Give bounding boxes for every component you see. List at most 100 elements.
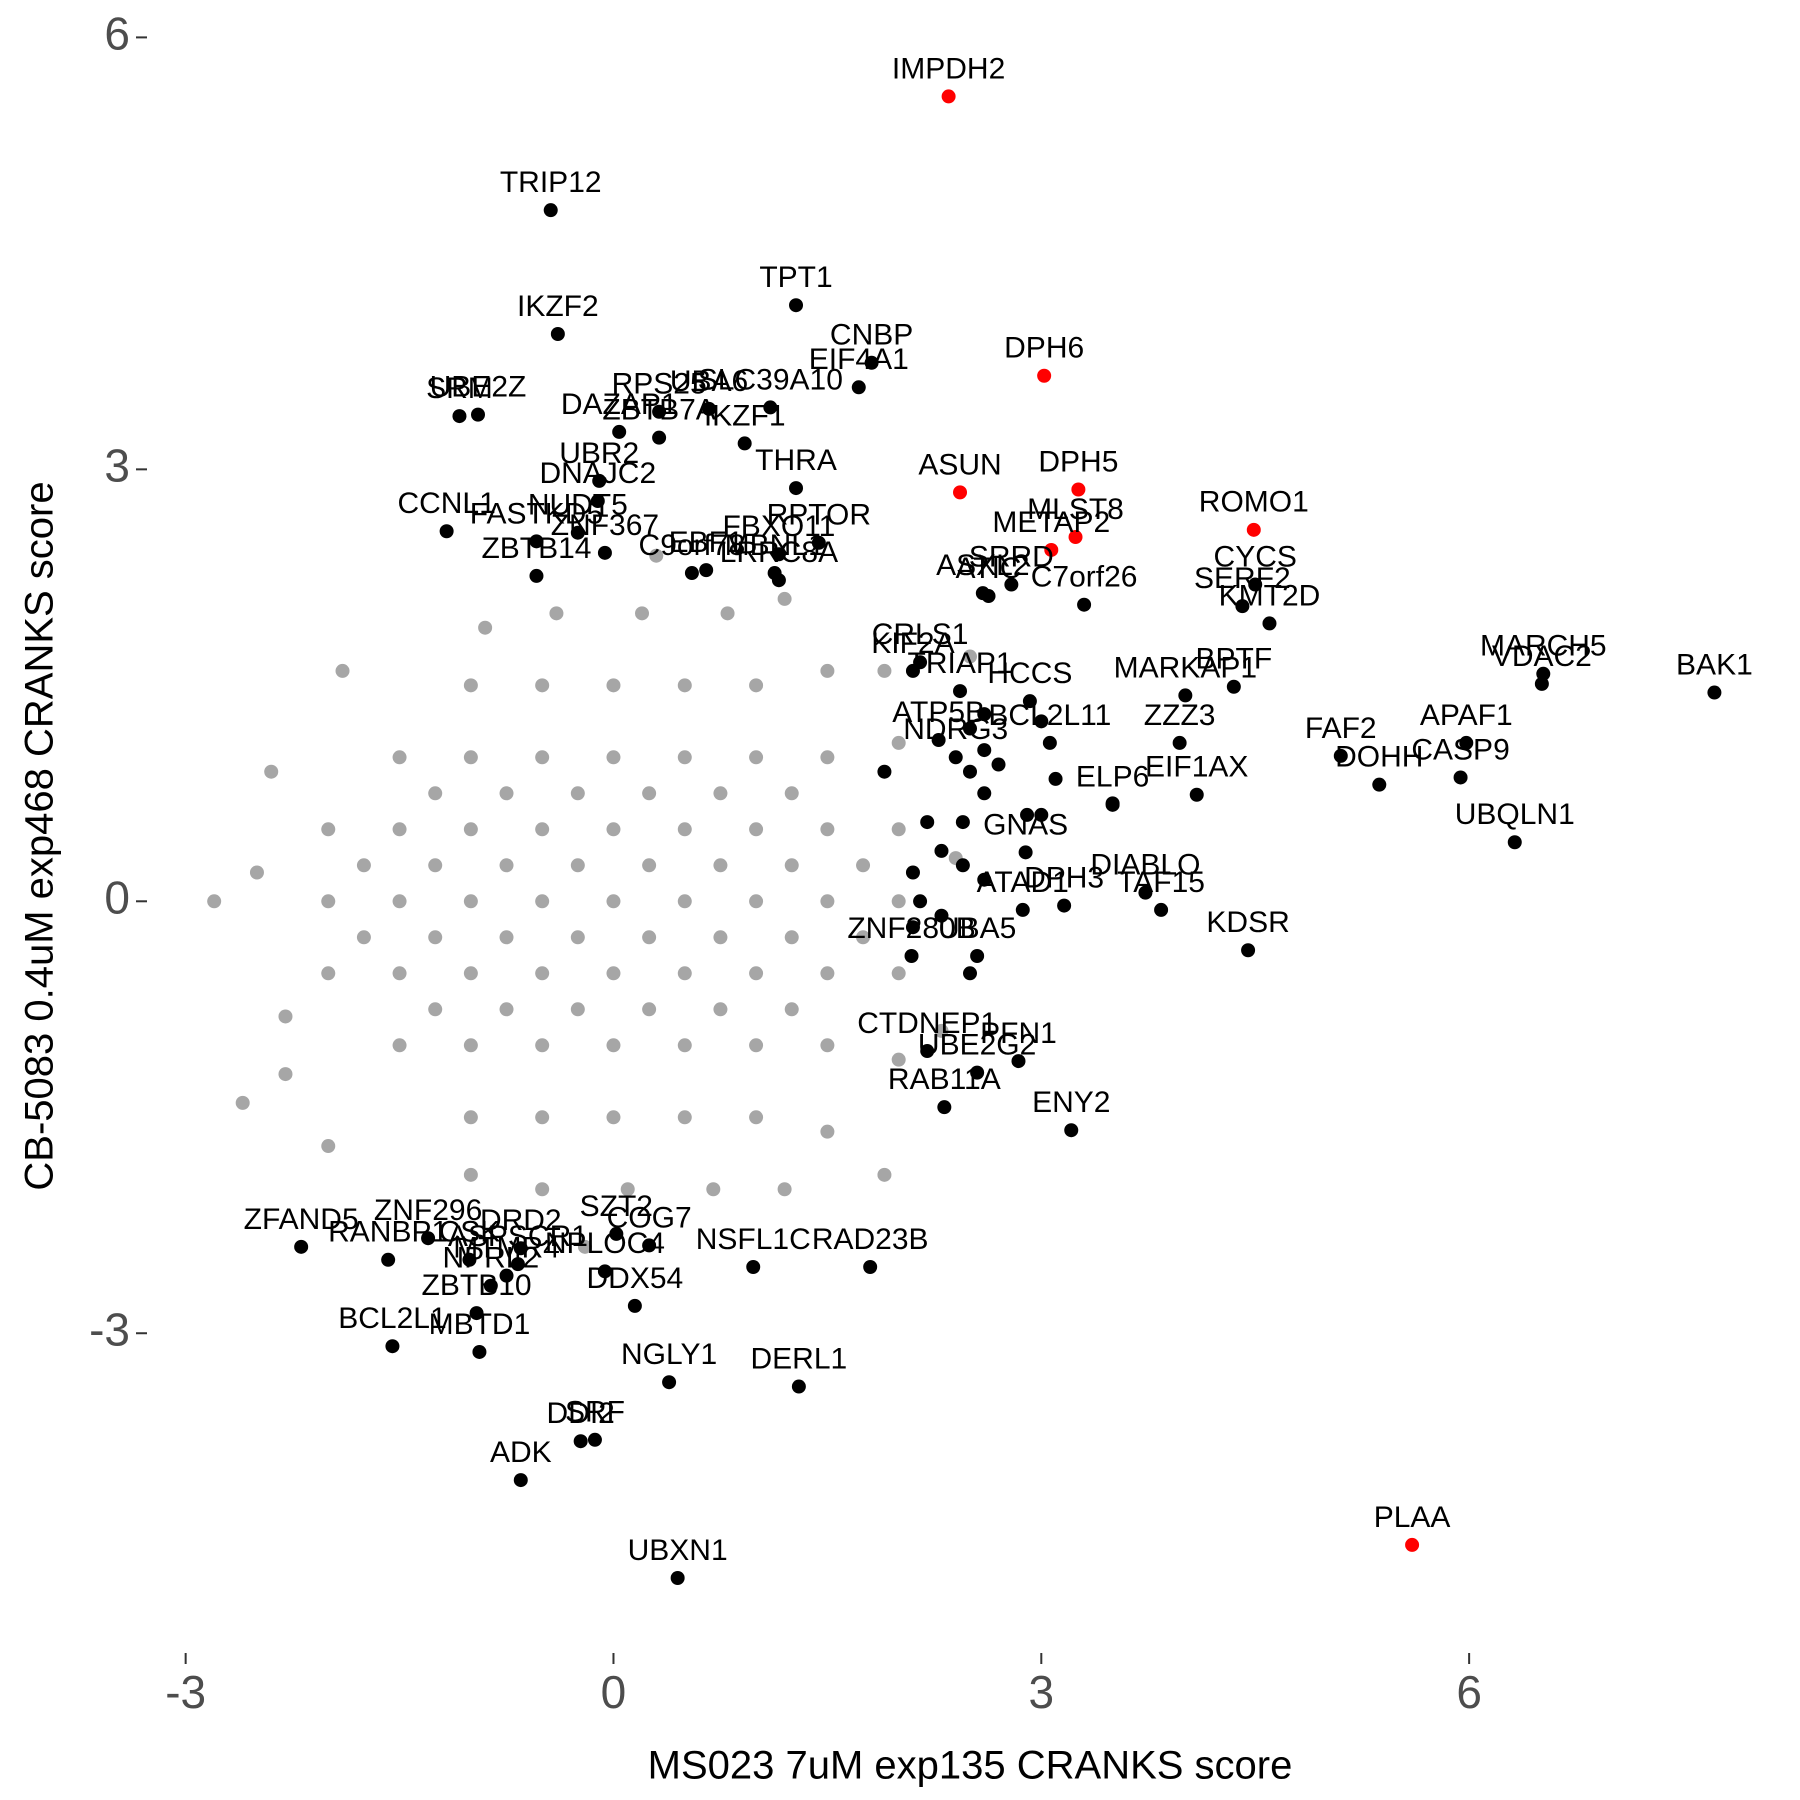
y-tick-label: 3: [104, 440, 130, 492]
point-label: RAD23B: [812, 1223, 929, 1256]
point-label: APAF1: [1420, 699, 1513, 732]
point-label: TRIP12: [500, 166, 602, 199]
point: [652, 430, 667, 445]
point-label: TPT1: [759, 261, 832, 294]
point: [931, 733, 946, 748]
point-label: DOHH: [1335, 741, 1423, 774]
x-tick-label: 6: [1456, 1666, 1482, 1718]
point: [529, 534, 544, 549]
point: [784, 1002, 799, 1017]
point: [820, 894, 835, 909]
point-label: FBXO11: [722, 510, 835, 543]
point-label: CNBP: [830, 319, 913, 352]
point-label: MARKAP1: [1114, 651, 1257, 684]
point: [294, 1239, 309, 1254]
point: [746, 1260, 761, 1275]
point-label: EIF1AX: [1145, 751, 1248, 784]
point: [463, 678, 478, 693]
point-label: DERL1: [751, 1342, 848, 1375]
point-label: RANBP1: [328, 1216, 448, 1249]
point-label: THRA: [755, 444, 837, 477]
point: [635, 606, 649, 621]
point-label: ZBTB7A: [602, 394, 715, 427]
point: [1034, 807, 1049, 822]
point-label: CCNL1: [397, 487, 495, 520]
point: [1048, 771, 1063, 786]
point-label: ELP6: [1076, 761, 1149, 794]
point: [606, 678, 621, 693]
point: [789, 481, 804, 496]
point: [820, 1124, 835, 1139]
point-label: ZNF280B: [847, 912, 975, 945]
point: [891, 735, 906, 750]
point: [963, 966, 977, 981]
point-label: UBE2Z: [430, 371, 527, 404]
point-label: KIF2A: [871, 627, 954, 660]
point: [499, 786, 514, 801]
point: [1333, 748, 1348, 763]
point: [713, 786, 728, 801]
point: [662, 1375, 677, 1390]
point-label: NSFL1C: [696, 1223, 811, 1256]
point: [955, 815, 970, 830]
point: [550, 327, 565, 342]
point: [771, 573, 786, 588]
point: [749, 750, 764, 765]
point: [463, 822, 478, 837]
point: [977, 743, 992, 758]
point-label: METAP2: [992, 506, 1110, 539]
point: [677, 894, 692, 909]
point: [864, 355, 879, 370]
point: [749, 1110, 764, 1125]
point-label: NDRG3: [903, 713, 1008, 746]
point: [1044, 542, 1059, 557]
point-label: DPH6: [1004, 332, 1084, 365]
point: [763, 400, 778, 415]
point-label: ATIC: [955, 552, 1021, 585]
point-label: ZZZ3: [1144, 699, 1216, 732]
point: [863, 1260, 878, 1275]
point: [535, 678, 550, 693]
point: [1154, 902, 1169, 917]
point: [1037, 368, 1052, 383]
point: [597, 1264, 612, 1279]
x-tick-label: 0: [601, 1666, 627, 1718]
point: [356, 930, 371, 945]
point: [570, 930, 585, 945]
point: [335, 663, 350, 678]
point: [1057, 898, 1072, 913]
point-label: NGLY1: [621, 1338, 717, 1371]
point: [207, 894, 222, 909]
point: [941, 89, 956, 104]
point: [472, 1344, 487, 1359]
point: [713, 930, 728, 945]
point: [820, 663, 835, 678]
point-label: RAB11A: [888, 1063, 1001, 1096]
point: [642, 1238, 657, 1253]
point: [677, 750, 692, 765]
point: [713, 858, 728, 873]
point: [642, 858, 657, 873]
point: [392, 750, 407, 765]
point-label: PFN1: [980, 1017, 1057, 1050]
point: [321, 822, 336, 837]
point: [1507, 835, 1522, 850]
point-label: TAF15: [1117, 866, 1205, 899]
point: [891, 966, 906, 981]
point-label: ZFAND5: [244, 1203, 359, 1236]
point: [856, 930, 871, 945]
point-label: DDX54: [587, 1262, 684, 1295]
point-label: SERF2: [1194, 562, 1291, 595]
x-tick-label: 3: [1029, 1666, 1055, 1718]
point-label: PLAA: [1374, 1501, 1451, 1534]
point: [677, 1038, 692, 1053]
point-label: UBA6: [670, 365, 748, 398]
point: [452, 409, 467, 424]
point: [877, 1167, 892, 1182]
point-label: MBNL1: [725, 529, 825, 562]
point: [784, 930, 799, 945]
point-label: COG7: [607, 1201, 692, 1234]
point-label: BPTF: [1195, 643, 1272, 676]
point-label: TRIAP1: [908, 647, 1013, 680]
point: [649, 548, 664, 563]
